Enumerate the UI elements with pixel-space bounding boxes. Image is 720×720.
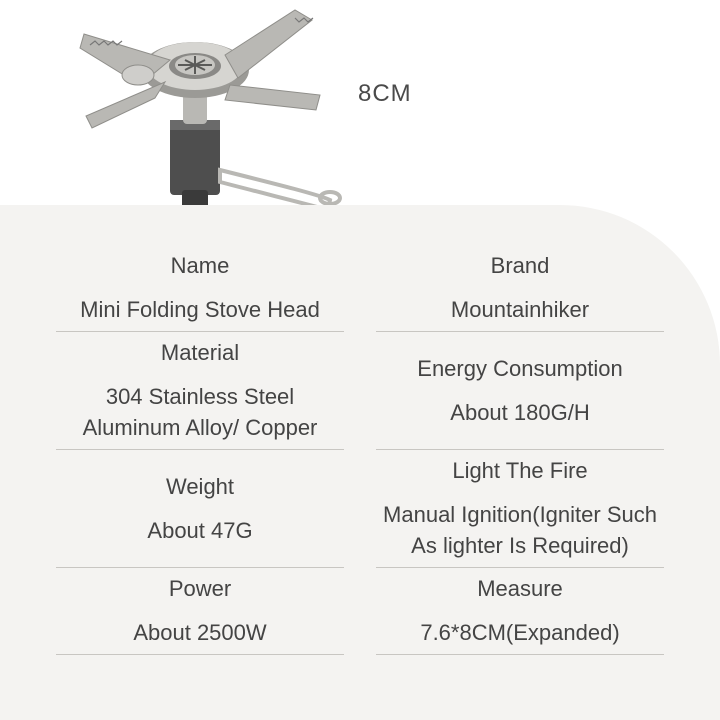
spec-cell-empty — [40, 655, 360, 700]
spec-value-line: Aluminum Alloy/ Copper — [83, 413, 318, 442]
spec-value: 7.6*8CM(Expanded) — [420, 618, 619, 647]
spec-panel: Name Mini Folding Stove Head Brand Mount… — [0, 205, 720, 720]
spec-value-line: As lighter Is Required) — [383, 531, 657, 560]
spec-cell-measure: Measure 7.6*8CM(Expanded) — [360, 568, 680, 655]
spec-value: About 47G — [147, 516, 252, 545]
spec-label: Material — [161, 340, 239, 366]
spec-value-line: 304 Stainless Steel — [83, 382, 318, 411]
spec-cell-name: Name Mini Folding Stove Head — [40, 245, 360, 332]
spec-cell-empty — [360, 655, 680, 700]
spec-label: Measure — [477, 576, 563, 602]
spec-value: About 180G/H — [450, 398, 589, 427]
product-illustration — [20, 0, 350, 220]
hero-area: 8CM — [0, 0, 720, 215]
spec-label: Light The Fire — [452, 458, 587, 484]
spec-label: Name — [171, 253, 230, 279]
spec-cell-power: Power About 2500W — [40, 568, 360, 655]
spec-value: About 2500W — [133, 618, 266, 647]
spec-cell-energy: Energy Consumption About 180G/H — [360, 332, 680, 450]
spec-label: Brand — [491, 253, 550, 279]
spec-label: Energy Consumption — [417, 356, 622, 382]
spec-label: Power — [169, 576, 231, 602]
spec-cell-weight: Weight About 47G — [40, 450, 360, 568]
spec-value: Mountainhiker — [451, 295, 589, 324]
spec-value: Mini Folding Stove Head — [80, 295, 320, 324]
spec-value-line: Manual Ignition(Igniter Such — [383, 500, 657, 529]
dimension-label: 8CM — [358, 80, 412, 108]
spec-cell-ignition: Light The Fire Manual Ignition(Igniter S… — [360, 450, 680, 568]
spec-value: 304 Stainless Steel Aluminum Alloy/ Copp… — [83, 382, 318, 442]
spec-value: Manual Ignition(Igniter Such As lighter … — [383, 500, 657, 560]
spec-grid: Name Mini Folding Stove Head Brand Mount… — [0, 245, 720, 720]
spec-label: Weight — [166, 474, 234, 500]
spec-cell-material: Material 304 Stainless Steel Aluminum Al… — [40, 332, 360, 450]
spec-cell-brand: Brand Mountainhiker — [360, 245, 680, 332]
